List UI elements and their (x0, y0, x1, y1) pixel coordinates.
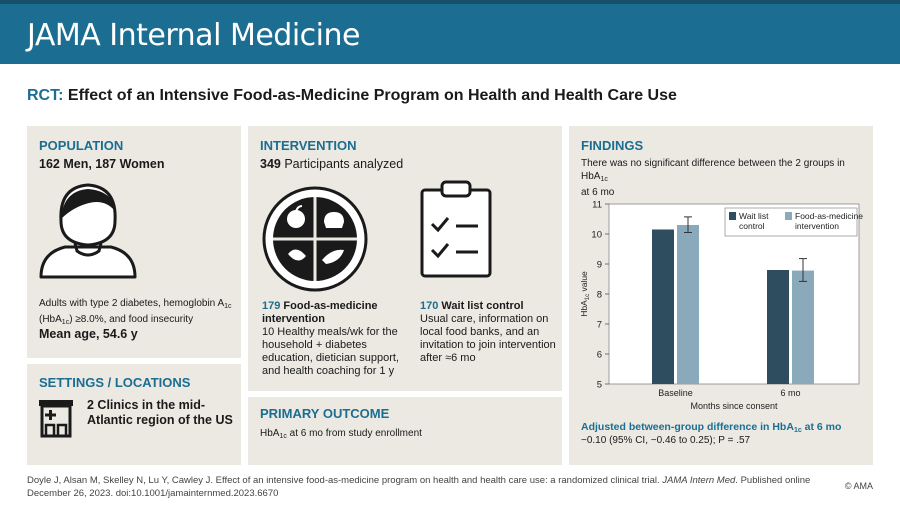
legend-label: Wait list control (739, 211, 769, 231)
analyzed-label: Participants analyzed (284, 157, 404, 171)
findings-summary: There was no significant difference betw… (581, 157, 866, 199)
criteria-part3: ) ≥8.0%, and food insecurity (69, 314, 194, 325)
arm2-desc: Usual care, information on local food ba… (420, 313, 556, 364)
legend-swatch (785, 212, 792, 220)
clipboard-checklist-icon (420, 180, 492, 278)
title-text: Effect of an Intensive Food-as-Medicine … (67, 87, 677, 104)
arm1-desc: 10 Healthy meals/wk for the household + … (262, 326, 399, 377)
y-tick-label: 10 (591, 230, 602, 241)
primary-outcome-panel: PRIMARY OUTCOME HbA1c at 6 mo from study… (248, 397, 562, 465)
analyzed-count: 349 (260, 157, 281, 171)
arm2-name: Wait list control (441, 300, 524, 312)
arm1-name-2: intervention (262, 313, 325, 325)
participants-analyzed: 349 Participants analyzed (260, 157, 403, 171)
arm2-count: 170 (420, 300, 439, 312)
y-axis-label: HbA1c value (579, 271, 591, 317)
bar-waitlist-0 (652, 229, 674, 384)
findings-pre: There was no significant difference betw… (581, 158, 845, 182)
person-icon (39, 183, 137, 279)
primary-outcome-heading: PRIMARY OUTCOME (260, 406, 390, 421)
y-tick-label: 9 (597, 260, 602, 271)
legend-label: Food-as-medicine intervention (795, 211, 863, 231)
y-tick-label: 8 (597, 290, 602, 301)
copyright: © AMA (844, 481, 873, 491)
settings-text: 2 Clinics in the mid-Atlantic region of … (87, 398, 233, 427)
outcome-pre: HbA (260, 428, 280, 439)
journal-banner: JAMA Internal Medicine (0, 0, 900, 64)
primary-outcome-text: HbA1c at 6 mo from study enrollment (260, 427, 422, 444)
findings-panel: FINDINGS There was no significant differ… (569, 126, 873, 465)
x-tick-label: Baseline (658, 388, 693, 398)
criteria-sub: 1c (224, 303, 232, 310)
findings-heading: FINDINGS (581, 138, 644, 153)
bar-intervention-0 (677, 225, 699, 384)
title-prefix: RCT: (27, 87, 64, 104)
adjusted-difference-heading: Adjusted between-group difference in HbA… (581, 420, 841, 438)
population-count: 162 Men, 187 Women (39, 157, 165, 171)
journal-title: JAMA Internal Medicine (27, 18, 360, 53)
healthy-plate-icon (262, 186, 368, 292)
arm1-count: 179 (262, 300, 281, 312)
arm1-name-1: Food-as-medicine (283, 300, 378, 312)
adjusted-pre: Adjusted between-group difference in HbA (581, 421, 794, 433)
intervention-panel: INTERVENTION 349 Participants analyzed 1… (248, 126, 562, 391)
y-tick-label: 7 (597, 320, 602, 331)
outcome-post: at 6 mo from study enrollment (286, 428, 422, 439)
criteria-part2: (HbA (39, 314, 62, 325)
x-tick-label: 6 mo (780, 388, 800, 398)
criteria-sub2: 1c (61, 319, 70, 326)
mean-age: Mean age, 54.6 y (39, 327, 138, 341)
citation-part2: . Published online December 26, 2023. do… (27, 475, 811, 499)
population-criteria: Adults with type 2 diabetes, hemoglobin … (39, 297, 239, 329)
x-axis-label: Months since consent (690, 401, 778, 411)
criteria-part1: Adults with type 2 diabetes, hemoglobin … (39, 298, 225, 309)
adjusted-sub: 1c (793, 427, 802, 434)
intervention-arm: 179 Food-as-medicine intervention 10 Hea… (262, 300, 402, 378)
adjusted-post: at 6 mo (801, 421, 842, 433)
population-panel: POPULATION 162 Men, 187 Women Adults wit… (27, 126, 241, 358)
page-title: RCT: Effect of an Intensive Food-as-Medi… (27, 87, 677, 105)
bar-intervention-1 (792, 270, 814, 384)
settings-heading: SETTINGS / LOCATIONS (39, 375, 191, 390)
settings-panel: SETTINGS / LOCATIONS 2 Clinics in the mi… (27, 364, 241, 465)
intervention-heading: INTERVENTION (260, 138, 357, 153)
findings-sub: 1c (600, 176, 608, 183)
legend-swatch (729, 212, 736, 220)
outcome-sub: 1c (279, 433, 287, 440)
findings-post: at 6 mo (581, 187, 615, 198)
control-arm: 170 Wait list control Usual care, inform… (420, 300, 560, 365)
citation: Doyle J, Alsan M, Skelley N, Lu Y, Cawle… (27, 474, 817, 500)
y-tick-label: 5 (597, 380, 602, 391)
citation-part1: Doyle J, Alsan M, Skelley N, Lu Y, Cawle… (27, 475, 663, 486)
y-tick-label: 11 (592, 200, 602, 211)
adjusted-difference-value: −0.10 (95% CI, −0.46 to 0.25); P = .57 (581, 435, 751, 446)
population-heading: POPULATION (39, 138, 124, 153)
clinic-building-icon (39, 400, 73, 438)
y-tick-label: 6 (597, 350, 602, 361)
citation-journal: JAMA Intern Med (662, 475, 736, 486)
bar-waitlist-1 (767, 270, 789, 384)
